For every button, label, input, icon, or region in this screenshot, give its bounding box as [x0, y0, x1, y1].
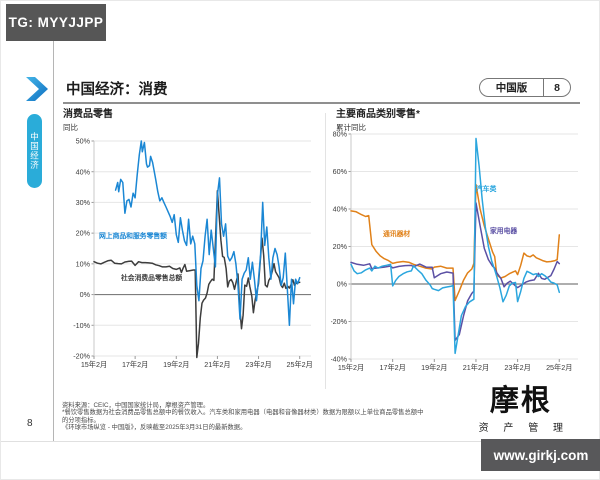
source-footnote: 资料来源：CEIC，中国国家统计局，摩根资产管理。 *餐饮零售数据为社会消费品零…	[62, 402, 427, 431]
left-margin-divider	[53, 41, 54, 441]
series-label-total-retail: 社会消费品零售总额	[121, 275, 183, 282]
site-watermark-bar: www.girkj.com	[481, 439, 600, 471]
title-rule	[63, 102, 580, 104]
chart2-subtitle: 累计同比	[336, 123, 366, 132]
edition-label: 中国版	[495, 82, 528, 94]
svg-text:23年2月: 23年2月	[504, 363, 530, 372]
retail-sales-chart-panel: 消费品零售 同比 50% 40% 30% 20% 10% 0% -10% -20% 15年2月 1…	[63, 109, 323, 395]
svg-text:15年2月: 15年2月	[81, 360, 107, 369]
brand-logo-subtitle: 资 产 管 理	[478, 423, 569, 434]
svg-text:17年2月: 17年2月	[379, 363, 405, 372]
svg-text:25年2月: 25年2月	[546, 363, 572, 372]
footnote-line-1: 资料来源：CEIC，中国国家统计局，摩根资产管理。	[62, 402, 210, 409]
svg-text:60%: 60%	[333, 167, 348, 176]
edition-page-badge: 中国版 8	[479, 78, 571, 97]
series-label-comm-equipment: 通讯器材	[383, 231, 411, 238]
svg-text:19年2月: 19年2月	[421, 363, 447, 372]
card-bottom-rule	[1, 441, 481, 442]
svg-text:19年2月: 19年2月	[163, 360, 189, 369]
category-retail-chart: 80% 60% 40% 20% 0% -20% -40%15年2月 17年2月 19年2月 21年…	[331, 130, 578, 372]
svg-text:21年2月: 21年2月	[463, 363, 489, 372]
svg-text:40%: 40%	[333, 205, 348, 214]
svg-text:17年2月: 17年2月	[122, 360, 148, 369]
category-retail-chart-panel: 主要商品类别零售* 累计同比 80% 60% 40% 20% 0% -20% -40% 15年…	[331, 109, 593, 395]
brand-logo: 摩根 资 产 管 理	[473, 384, 569, 434]
svg-text:80%: 80%	[333, 130, 348, 139]
tg-watermark-badge: TG: MYYJJPP	[6, 4, 106, 41]
svg-text:10%: 10%	[76, 259, 91, 268]
brand-logo-name: 摩根	[489, 383, 552, 417]
footnote-line-2: *餐饮零售数据为社会消费品零售总额中的餐饮收入。汽车类和家用电器（电器和音像器材…	[62, 409, 424, 424]
chart-column-divider	[325, 113, 326, 389]
svg-text:20%: 20%	[76, 229, 91, 238]
page-title: 中国经济：消费	[66, 82, 168, 98]
sidebar-tab-label: 中国经济	[29, 132, 40, 170]
svg-text:40%: 40%	[76, 167, 91, 176]
chevron-right-icon	[22, 74, 50, 109]
tg-watermark-text: TG: MYYJJPP	[8, 15, 104, 30]
svg-text:23年2月: 23年2月	[245, 360, 271, 369]
svg-text:0%: 0%	[337, 280, 348, 289]
sidebar-item-china-economy: 中国经济	[27, 114, 42, 188]
svg-text:-10%: -10%	[73, 321, 90, 330]
chart2-title: 主要商品类别零售*	[336, 109, 420, 120]
svg-text:-20%: -20%	[331, 317, 348, 326]
series-label-autos: 汽车类	[476, 186, 497, 193]
svg-text:-20%: -20%	[73, 352, 90, 361]
svg-text:21年2月: 21年2月	[204, 360, 230, 369]
site-watermark-text: www.girkj.com	[493, 447, 589, 463]
series-label-home-appliances: 家用电器	[490, 228, 518, 235]
svg-text:15年2月: 15年2月	[338, 363, 364, 372]
chart1-title: 消费品零售	[63, 109, 113, 120]
series-label-online-retail: 网上商品和服务零售额	[99, 233, 167, 240]
svg-text:-40%: -40%	[331, 355, 348, 364]
chart1-subtitle: 同比	[63, 123, 78, 132]
svg-text:30%: 30%	[76, 198, 91, 207]
footnote-line-3: 《环球市场纵览 - 中国版》，反映截至2025年3月31日的最新数据。	[62, 423, 247, 431]
svg-text:0%: 0%	[80, 290, 91, 299]
retail-sales-chart: 50% 40% 30% 20% 10% 0% -10% -20%15年2月 17年2月 19年2月…	[73, 137, 313, 369]
pill-divider	[543, 79, 544, 96]
svg-text:50%: 50%	[76, 137, 91, 146]
page-number: 8	[27, 418, 33, 429]
page-number-badge: 8	[554, 81, 560, 94]
svg-text:20%: 20%	[333, 242, 348, 251]
svg-text:25年2月: 25年2月	[286, 360, 312, 369]
